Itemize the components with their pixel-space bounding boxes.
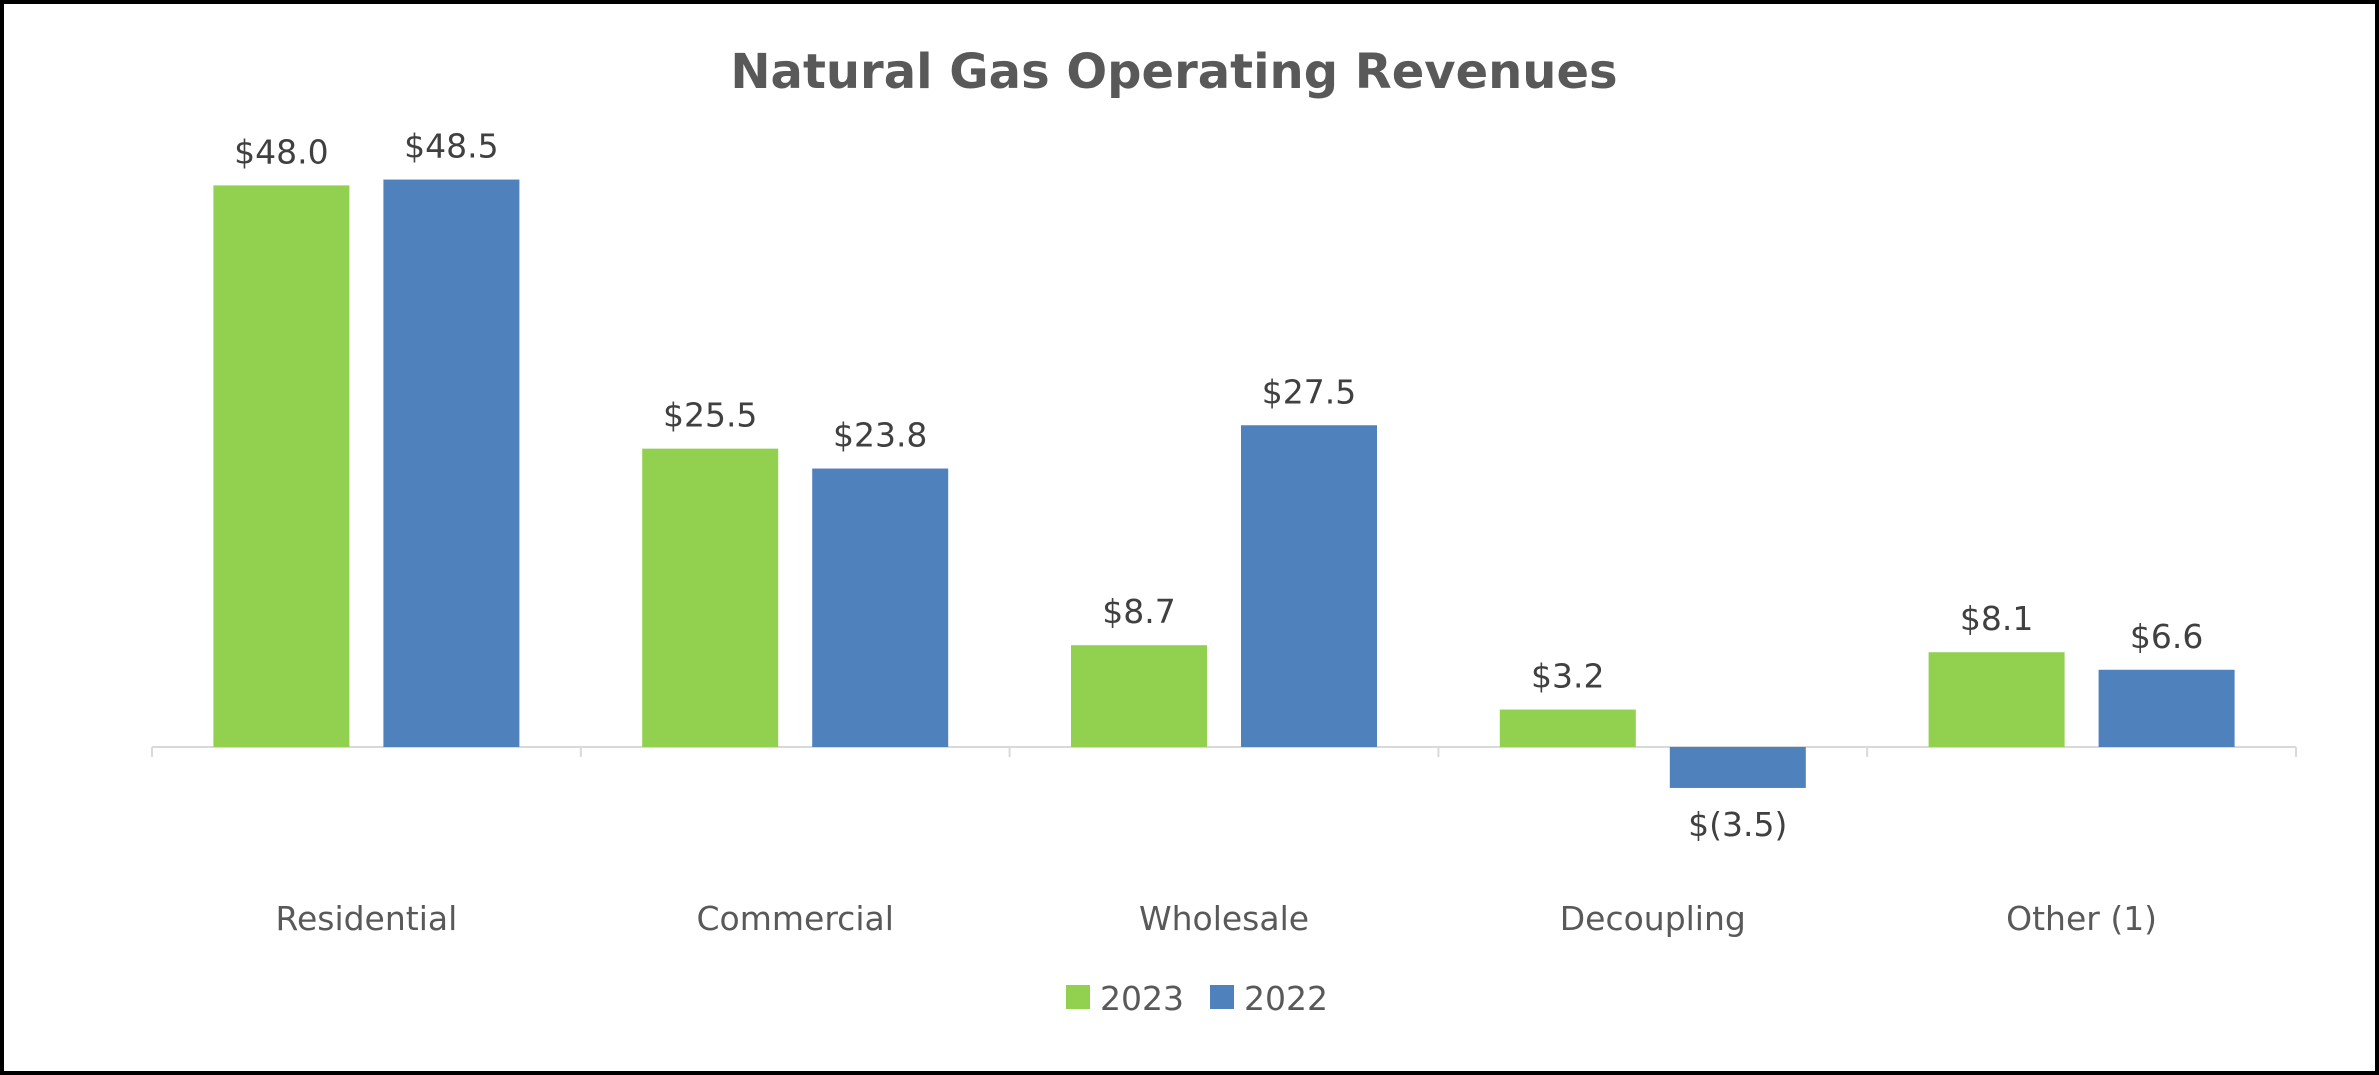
legend[interactable]: 2023 2022 [1066,979,1328,1018]
chart-title: Natural Gas Operating Revenues [730,44,1617,100]
legend-item-2023[interactable]: 2023 [1066,979,1184,1018]
data-label: $23.8 [833,416,927,455]
bar-2023-decoupling[interactable] [1499,709,1636,747]
bar-2022-wholesale[interactable] [1241,425,1377,747]
bar-2023-commercial[interactable] [642,448,779,747]
x-tick-label: Wholesale [1139,899,1309,938]
category-tick-group: Residential Commercial Wholesale Decoupling… [276,899,2158,938]
bar-2022-decoupling[interactable] [1669,747,1806,788]
data-label: $25.5 [663,396,757,435]
bar-2022-commercial[interactable] [812,468,949,747]
bar-2022-residential[interactable] [383,179,520,748]
data-label: $27.5 [1262,372,1356,411]
legend-label: 2023 [1100,979,1184,1018]
legend-item-2022[interactable]: 2022 [1210,979,1328,1018]
legend-swatch [1066,985,1090,1009]
bar-2023-wholesale[interactable] [1071,645,1207,747]
data-label: $8.1 [1960,599,2033,638]
legend-swatch [1210,985,1234,1009]
legend-label: 2022 [1244,979,1328,1018]
bar-2023-residential[interactable] [213,185,350,747]
data-label: $48.0 [234,132,328,171]
bar-2023-other-1[interactable] [1928,652,2065,747]
data-label: $8.7 [1102,592,1175,631]
data-label: $(3.5) [1688,805,1787,844]
bar-2022-other-1[interactable] [2098,669,2235,747]
x-tick-label: Decoupling [1560,899,1746,938]
x-tick-label: Other (1) [2006,899,2157,938]
data-label: $3.2 [1531,657,1604,696]
data-label-group: $48.0 $48.5 $25.5 $23.8 $8.7 $27.5 $3.2 $(3.5) $… [234,127,2203,844]
data-label: $48.5 [404,127,498,166]
bar-series-group [213,179,2235,788]
x-tick-label: Commercial [697,899,894,938]
data-label: $6.6 [2130,617,2203,656]
x-axis [151,746,2297,757]
x-tick-label: Residential [276,899,458,938]
